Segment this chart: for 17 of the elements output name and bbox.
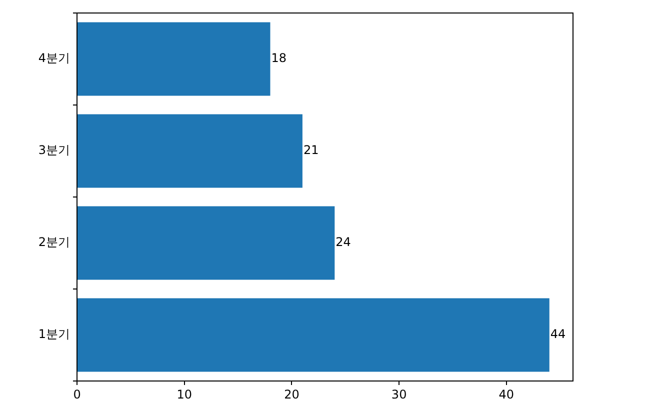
y-tick-label: 2분기	[38, 235, 70, 250]
data-label: 24	[336, 235, 351, 250]
y-tick-label: 1분기	[38, 327, 70, 342]
bar	[78, 22, 270, 96]
data-label: 44	[550, 327, 566, 342]
x-tick-label: 10	[176, 387, 192, 402]
y-tick-label: 4분기	[38, 51, 70, 66]
y-tick-label: 3분기	[38, 143, 70, 158]
data-label: 18	[271, 51, 287, 66]
data-label: 21	[303, 143, 319, 158]
bar	[78, 206, 335, 280]
x-tick-label: 30	[391, 387, 407, 402]
x-tick-label: 20	[284, 387, 300, 402]
bar	[78, 114, 302, 188]
x-tick-label: 40	[498, 387, 514, 402]
bar	[78, 298, 550, 372]
x-tick-label: 0	[73, 387, 81, 402]
